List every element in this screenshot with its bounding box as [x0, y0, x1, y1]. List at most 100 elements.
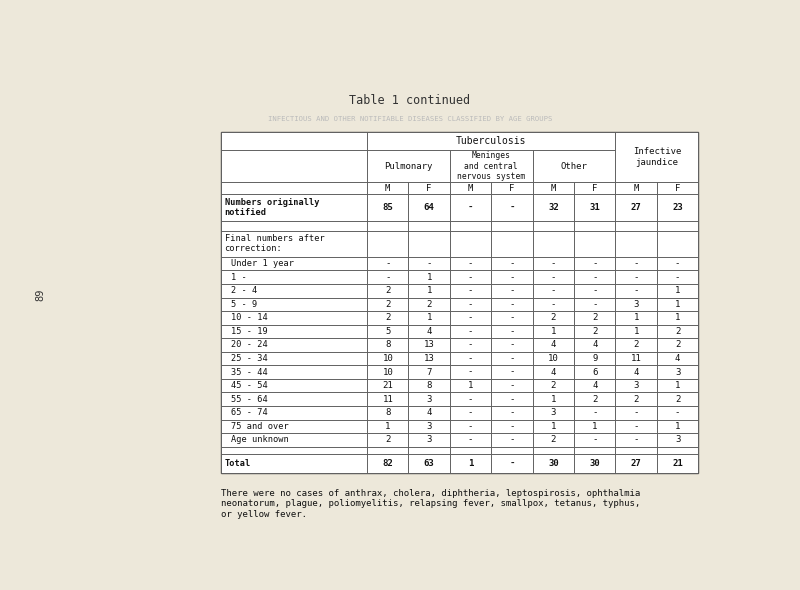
Text: 4: 4 — [634, 368, 639, 376]
Text: 65 - 74: 65 - 74 — [231, 408, 267, 417]
Bar — [367, 447, 409, 454]
Text: 3: 3 — [634, 381, 639, 390]
Bar — [574, 433, 615, 447]
Text: 2: 2 — [385, 435, 390, 444]
Bar — [491, 392, 533, 406]
Bar — [533, 406, 574, 419]
Text: Total: Total — [225, 459, 251, 468]
Bar — [450, 324, 491, 338]
Text: Pulmonary: Pulmonary — [384, 162, 433, 171]
Text: M: M — [385, 183, 390, 193]
Bar — [574, 352, 615, 365]
Bar — [367, 150, 450, 182]
Bar — [367, 338, 409, 352]
Bar — [409, 433, 450, 447]
Text: 4: 4 — [426, 327, 432, 336]
Text: 10: 10 — [548, 354, 558, 363]
Bar — [491, 257, 533, 270]
Text: 1: 1 — [550, 395, 556, 404]
Bar — [574, 454, 615, 473]
Text: 5: 5 — [385, 327, 390, 336]
Bar — [574, 419, 615, 433]
Text: -: - — [510, 381, 514, 390]
Bar — [409, 352, 450, 365]
Text: 10: 10 — [382, 368, 393, 376]
Bar — [409, 257, 450, 270]
Text: There were no cases of anthrax, cholera, diphtheria, leptospirosis, ophthalmia
n: There were no cases of anthrax, cholera,… — [221, 489, 640, 519]
Bar — [615, 338, 657, 352]
Text: F: F — [510, 183, 514, 193]
Bar — [221, 379, 367, 392]
Text: 13: 13 — [424, 340, 434, 349]
Text: Numbers originally
notified: Numbers originally notified — [225, 198, 319, 217]
Text: 1: 1 — [634, 327, 639, 336]
Text: 2: 2 — [385, 300, 390, 309]
Bar — [615, 182, 657, 195]
Bar — [615, 433, 657, 447]
Text: 64: 64 — [424, 203, 434, 212]
Bar — [450, 221, 491, 231]
Bar — [657, 338, 698, 352]
Text: -: - — [592, 273, 598, 281]
Bar — [221, 433, 367, 447]
Text: -: - — [634, 422, 639, 431]
Text: 2: 2 — [675, 327, 680, 336]
Text: 11: 11 — [631, 354, 642, 363]
Bar — [615, 221, 657, 231]
Text: F: F — [675, 183, 680, 193]
Text: -: - — [468, 368, 474, 376]
Bar — [367, 284, 409, 297]
Text: 85: 85 — [382, 203, 393, 212]
Bar — [409, 324, 450, 338]
Bar — [221, 132, 367, 150]
Text: 4: 4 — [426, 408, 432, 417]
Bar — [491, 447, 533, 454]
Bar — [450, 447, 491, 454]
Bar — [491, 365, 533, 379]
Bar — [533, 379, 574, 392]
Bar — [367, 270, 409, 284]
Bar — [574, 284, 615, 297]
Text: -: - — [468, 354, 474, 363]
Bar — [450, 392, 491, 406]
Bar — [221, 406, 367, 419]
Bar — [533, 454, 574, 473]
Text: 2: 2 — [385, 286, 390, 295]
Bar — [450, 270, 491, 284]
Text: -: - — [634, 435, 639, 444]
Bar — [450, 406, 491, 419]
Text: -: - — [468, 313, 474, 322]
Bar — [615, 406, 657, 419]
Text: 1: 1 — [675, 313, 680, 322]
Text: 1: 1 — [468, 459, 474, 468]
Bar — [615, 447, 657, 454]
Bar — [657, 447, 698, 454]
Bar — [221, 454, 367, 473]
Text: -: - — [675, 408, 680, 417]
Text: -: - — [592, 300, 598, 309]
Bar — [221, 195, 367, 221]
Bar — [221, 132, 698, 473]
Text: -: - — [550, 286, 556, 295]
Bar — [491, 311, 533, 324]
Bar — [657, 257, 698, 270]
Bar — [409, 231, 450, 257]
Bar — [367, 231, 409, 257]
Text: 8: 8 — [385, 408, 390, 417]
Bar — [367, 257, 409, 270]
Bar — [491, 433, 533, 447]
Bar — [657, 297, 698, 311]
Text: 31: 31 — [590, 203, 600, 212]
Bar — [491, 324, 533, 338]
Bar — [450, 379, 491, 392]
Text: -: - — [510, 435, 514, 444]
Bar — [657, 392, 698, 406]
Text: -: - — [468, 408, 474, 417]
Text: -: - — [592, 408, 598, 417]
Text: 8: 8 — [385, 340, 390, 349]
Bar — [450, 311, 491, 324]
Bar — [574, 195, 615, 221]
Bar — [533, 231, 574, 257]
Text: -: - — [510, 259, 514, 268]
Text: -: - — [468, 395, 474, 404]
